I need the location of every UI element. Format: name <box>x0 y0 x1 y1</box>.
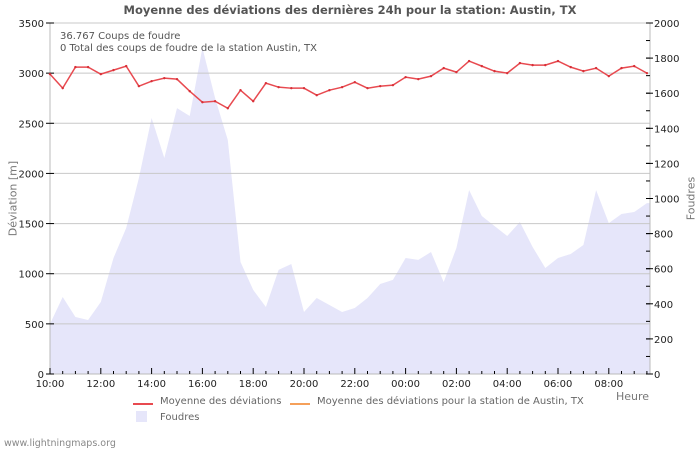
deviation-point <box>353 80 356 84</box>
deviation-point <box>391 83 395 87</box>
right-tick-label: 600 <box>654 265 673 276</box>
left-axis-label: Déviation [m] <box>6 160 20 237</box>
deviation-point <box>493 69 496 73</box>
deviation-point <box>340 85 344 89</box>
x-tick-label: 10:00 <box>36 379 65 390</box>
x-tick-label: 04:00 <box>493 379 522 390</box>
strikes-area <box>50 47 650 375</box>
x-tick-label: 00:00 <box>391 379 420 390</box>
deviation-point <box>48 72 52 76</box>
deviation-point <box>125 64 128 68</box>
deviation-point <box>74 65 77 69</box>
deviation-point <box>417 77 420 81</box>
deviation-point <box>86 65 90 69</box>
left-tick-label: 1500 <box>19 220 44 231</box>
x-axis-label: Heure <box>616 390 650 403</box>
info-strikes: 36.767 Coups de foudre <box>60 31 181 42</box>
legend-label-strikes: Foudres <box>160 412 200 423</box>
x-tick-label: 16:00 <box>188 379 217 390</box>
deviation-point <box>366 86 369 90</box>
deviation-point <box>379 84 382 88</box>
deviation-point <box>518 61 522 65</box>
deviation-point <box>569 65 572 69</box>
right-tick-label: 1600 <box>654 89 679 100</box>
deviation-point <box>506 71 509 75</box>
right-tick-label: 1400 <box>654 124 679 135</box>
deviation-point <box>480 64 483 68</box>
deviation-point <box>328 88 331 92</box>
deviation-point <box>404 75 407 79</box>
deviation-point <box>264 81 268 85</box>
deviation-point <box>302 86 306 90</box>
deviation-point <box>531 63 534 67</box>
right-axis-label: Foudres <box>684 176 698 221</box>
deviation-point <box>112 68 115 72</box>
deviation-point <box>290 86 293 90</box>
deviation-point <box>633 64 636 68</box>
chart-title: Moyenne des déviations des dernières 24h… <box>123 3 577 17</box>
right-tick-label: 800 <box>654 230 673 241</box>
deviation-point <box>620 66 623 70</box>
right-tick-label: 200 <box>654 335 673 346</box>
deviation-point <box>163 76 166 80</box>
right-tick-label: 1800 <box>654 54 679 65</box>
deviation-point <box>239 88 242 92</box>
legend-swatch-deviation <box>133 403 153 405</box>
x-tick-label: 20:00 <box>290 379 319 390</box>
left-tick-label: 500 <box>25 320 44 331</box>
legend-swatch-strikes <box>136 411 147 422</box>
right-tick-label: 400 <box>654 300 673 311</box>
left-tick-label: 2000 <box>19 169 44 180</box>
deviation-point <box>645 71 649 75</box>
legend-swatch-station-deviation <box>290 403 310 405</box>
deviation-point <box>455 70 458 74</box>
right-tick-label: 1000 <box>654 195 679 206</box>
deviation-point <box>61 86 64 90</box>
x-tick-label: 02:00 <box>442 379 471 390</box>
deviation-point <box>175 77 179 81</box>
left-tick-label: 2500 <box>19 119 44 130</box>
deviation-point <box>582 69 585 73</box>
x-tick-label: 08:00 <box>594 379 623 390</box>
deviation-point <box>213 100 217 103</box>
x-tick-label: 22:00 <box>340 379 369 390</box>
deviation-point <box>442 66 445 70</box>
deviation-point <box>252 100 255 103</box>
x-tick-label: 06:00 <box>544 379 573 390</box>
deviation-point <box>150 79 153 83</box>
x-tick-label: 12:00 <box>86 379 115 390</box>
deviation-point <box>201 101 204 104</box>
x-tick-label: 18:00 <box>239 379 268 390</box>
deviation-point <box>277 85 280 89</box>
deviation-point <box>315 94 318 97</box>
deviation-point <box>188 89 191 93</box>
left-tick-label: 0 <box>38 370 44 381</box>
deviation-point <box>594 66 598 70</box>
deviation-line <box>49 60 648 110</box>
left-tick-label: 1000 <box>19 270 44 281</box>
legend-label-station-deviation: Moyenne des déviations pour la station d… <box>317 396 584 407</box>
deviation-point <box>544 63 547 67</box>
left-tick-label: 3500 <box>19 19 44 30</box>
deviation-point <box>99 72 103 76</box>
deviation-point <box>556 59 560 63</box>
left-tick-label: 3000 <box>19 69 44 80</box>
deviation-point <box>429 74 433 78</box>
info-station-total: 0 Total des coups de foudre de la statio… <box>60 43 317 54</box>
deviation-point <box>607 74 610 78</box>
deviation-point <box>226 107 229 110</box>
right-tick-label: 2000 <box>654 19 679 30</box>
footer-site: www.lightningmaps.org <box>4 438 116 449</box>
right-tick-label: 1200 <box>654 159 679 170</box>
right-tick-label: 0 <box>654 370 660 381</box>
x-tick-label: 14:00 <box>137 379 166 390</box>
legend-label-deviation: Moyenne des déviations <box>160 396 282 407</box>
deviation-point <box>467 59 471 63</box>
deviation-point <box>137 84 141 88</box>
